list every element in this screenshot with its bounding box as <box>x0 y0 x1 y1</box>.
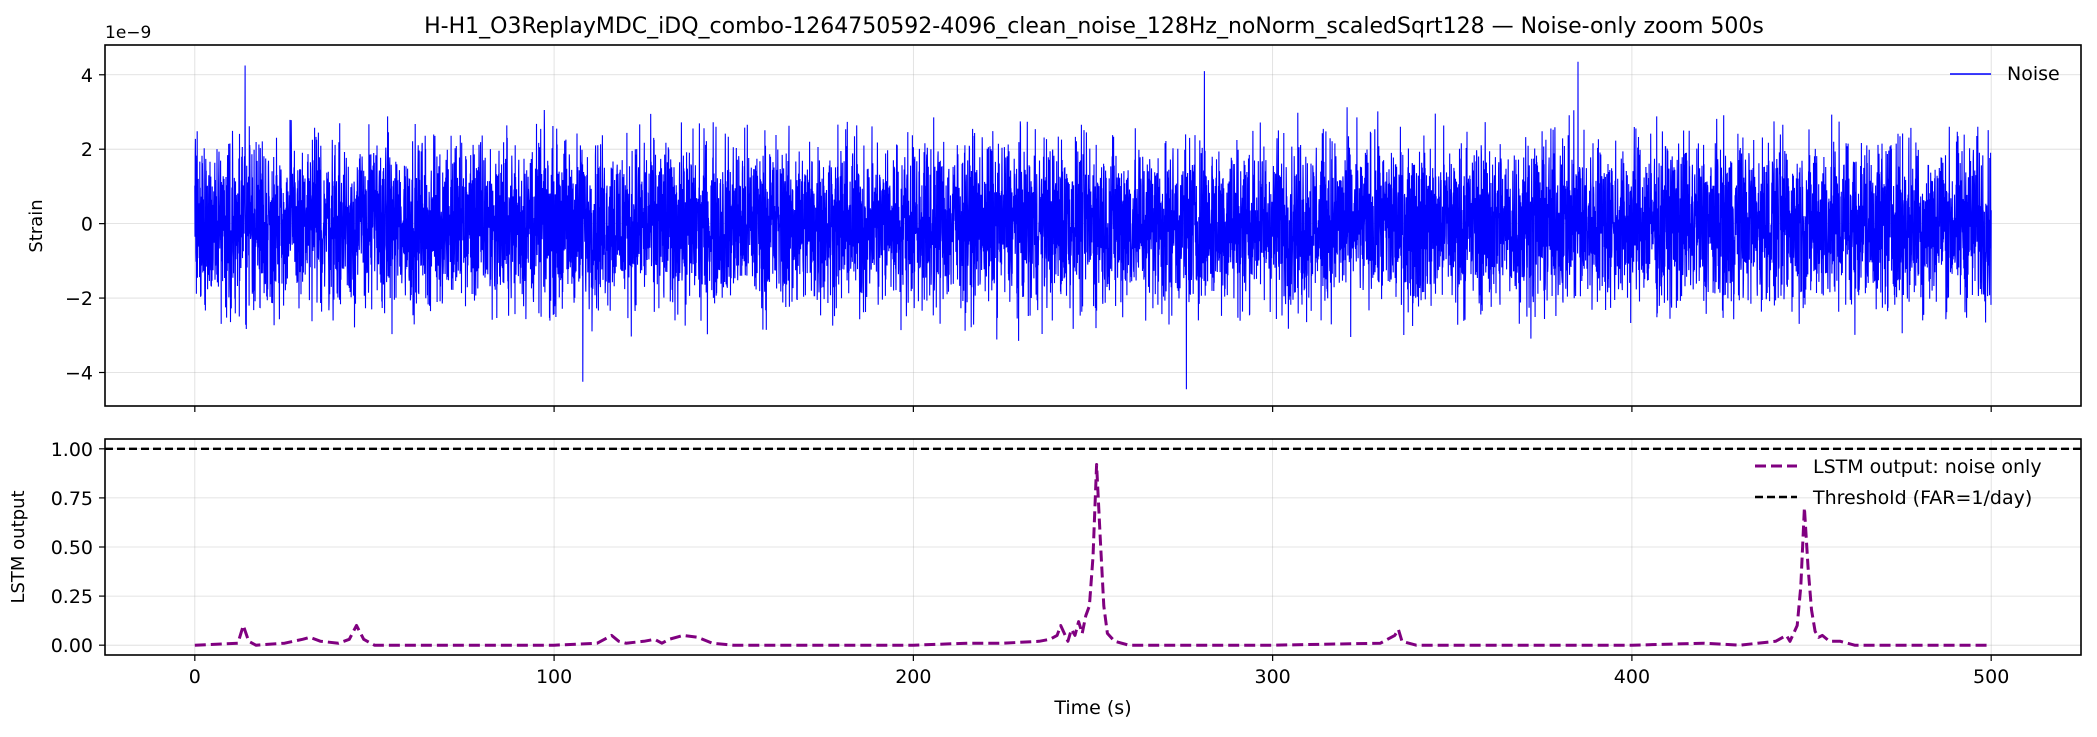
bottom-x-tick-label: 100 <box>536 666 572 688</box>
top-ticks: −4 −2 0 2 4 <box>65 65 1992 412</box>
bottom-y-tick-label: 0.00 <box>51 635 93 657</box>
bottom-x-tick-label: 300 <box>1255 666 1291 688</box>
lstm-series <box>105 447 2081 647</box>
top-y-offset-label: 1e−9 <box>105 23 151 43</box>
top-y-tick-label: −4 <box>65 363 93 385</box>
bottom-y-tick-label: 0.25 <box>51 586 93 608</box>
chart-title: H-H1_O3ReplayMDC_iDQ_combo-1264750592-40… <box>424 14 1764 39</box>
top-y-tick-label: −2 <box>65 288 93 310</box>
top-y-tick-label: 4 <box>81 65 93 87</box>
bottom-x-tick-label: 200 <box>895 666 931 688</box>
top-y-axis-label: Strain <box>26 199 47 252</box>
top-plot-frame <box>104 44 2082 407</box>
bottom-panel: 0 100 200 300 400 500 0.00 0.25 0.50 0.75 1.00 LST… <box>8 438 2082 719</box>
noise-line <box>194 61 1992 390</box>
lstm-output-line <box>194 463 1992 647</box>
bottom-x-tick-label: 500 <box>1973 666 2009 688</box>
top-y-tick-label: 2 <box>81 139 93 161</box>
x-axis-label: Time (s) <box>1053 697 1131 719</box>
bottom-y-tick-label: 0.50 <box>51 537 93 559</box>
legend-noise-label: Noise <box>2007 63 2060 85</box>
bottom-x-tick-label: 0 <box>189 666 201 688</box>
bottom-y-tick-label: 0.75 <box>51 488 93 510</box>
bottom-x-tick-label: 400 <box>1614 666 1650 688</box>
bottom-legend: LSTM output: noise only Threshold (FAR=1… <box>1755 456 2042 509</box>
noise-series <box>194 61 1992 390</box>
top-panel: −4 −2 0 2 4 1e−9 Strain Noise <box>26 23 2082 412</box>
legend-threshold-label: Threshold (FAR=1/day) <box>1812 487 2032 509</box>
bottom-ticks: 0 100 200 300 400 500 0.00 0.25 0.50 0.75 1.00 <box>51 439 2010 688</box>
bottom-y-tick-label: 1.00 <box>51 439 93 461</box>
top-legend: Noise <box>1950 63 2060 85</box>
top-y-tick-label: 0 <box>81 214 93 236</box>
legend-lstm-label: LSTM output: noise only <box>1813 456 2042 478</box>
bottom-y-axis-label: LSTM output <box>8 490 29 603</box>
